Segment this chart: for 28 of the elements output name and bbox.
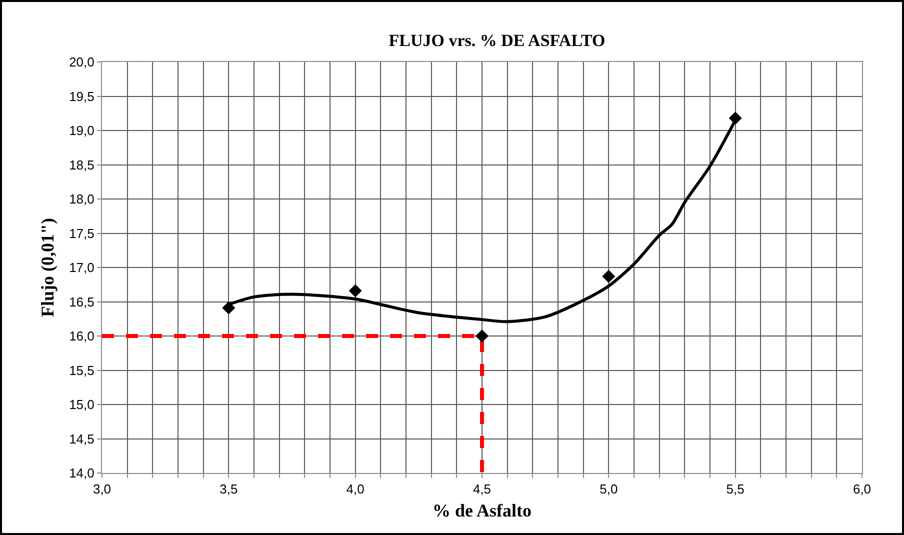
- y-tick-label: 19,5: [69, 88, 94, 104]
- chart-title: FLUJO vrs. % DE ASFALTO: [388, 30, 606, 50]
- y-tick-label: 16,0: [69, 328, 94, 344]
- y-tick-label: 18,0: [69, 192, 94, 207]
- x-axis-title: % de Asfalto: [432, 500, 532, 521]
- y-tick-label: 16,5: [69, 294, 94, 310]
- x-tick-label: 3,0: [92, 482, 112, 497]
- point: [602, 270, 616, 283]
- x-tick-label: 5,0: [600, 482, 618, 497]
- point: [222, 301, 236, 314]
- y-tick-label: 14,0: [69, 466, 94, 481]
- point: [728, 112, 742, 125]
- y-tick-label: 15,5: [69, 362, 94, 378]
- y-tick-label: 20,0: [69, 54, 94, 70]
- point: [476, 330, 488, 342]
- x-tick-label: 5,5: [726, 482, 744, 497]
- x-tick-label: 4,5: [472, 482, 492, 497]
- x-tick-label: 4,0: [346, 482, 364, 497]
- y-tick-label: 14,5: [69, 431, 94, 446]
- y-tick-label: 19,0: [69, 123, 94, 138]
- y-tick-label: 18,5: [69, 157, 94, 172]
- y-axis-title: Flujo (0,01"): [37, 218, 58, 317]
- point: [348, 284, 362, 298]
- y-tick-label: 15,0: [69, 397, 94, 412]
- y-tick-label: 17,5: [69, 226, 94, 241]
- x-tick-label: 3,5: [220, 482, 238, 497]
- x-tick-label: 6,0: [852, 482, 872, 497]
- y-tick-label: 17,0: [69, 260, 94, 276]
